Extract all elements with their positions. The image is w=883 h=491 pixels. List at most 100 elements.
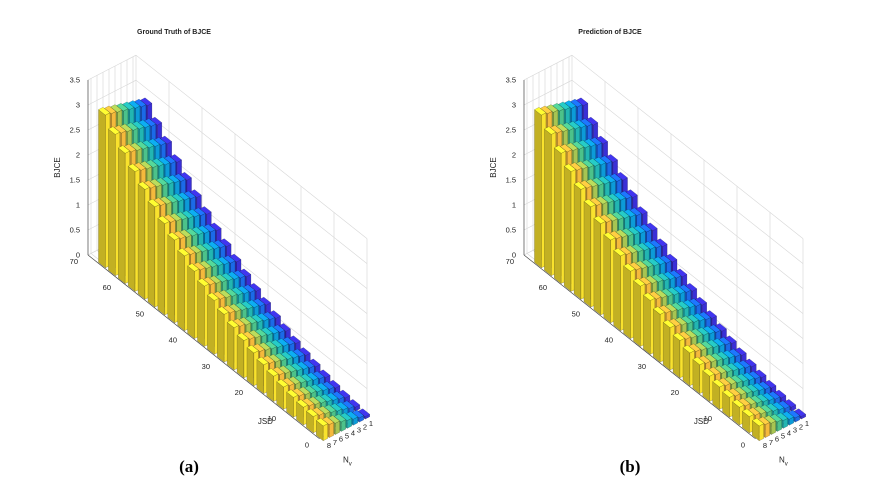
z-tick-label: 1: [512, 201, 516, 210]
bar-top-face: [207, 292, 220, 301]
bar-top-face: [163, 155, 176, 164]
bar-top-face: [246, 344, 259, 354]
bar-top-face: [569, 162, 582, 171]
bar-top-face: [237, 285, 250, 295]
bar-top-face: [141, 139, 155, 149]
bar-top-face: [163, 214, 176, 223]
bar-top-face: [631, 243, 644, 253]
bar-top-face: [187, 263, 200, 272]
bar-side-face: [226, 321, 235, 371]
bar-top-face: [110, 104, 123, 113]
bar-top-face: [157, 215, 170, 224]
bar-top-face: [688, 343, 701, 352]
bar-top-face: [664, 303, 678, 312]
bar-side-face: [583, 201, 592, 308]
bar-top-face: [751, 417, 765, 427]
bar-top-face: [558, 101, 571, 110]
bar-top-face: [750, 395, 763, 404]
bar-top-face: [201, 242, 214, 251]
bar-top-face: [649, 239, 662, 249]
bar-top-face: [781, 411, 795, 420]
bar-top-face: [294, 374, 307, 384]
jsd-tick-label: 0: [741, 440, 745, 449]
bar-top-face: [248, 329, 261, 339]
bar-side-face: [662, 321, 671, 371]
bar-top-face: [179, 229, 192, 238]
z-tick-label: 3: [512, 101, 516, 110]
bar-top-face: [577, 139, 591, 149]
bar-top-face: [740, 385, 753, 394]
bar-top-face: [611, 211, 624, 220]
nv-tick-label: 2: [363, 422, 367, 431]
bar-top-face: [258, 296, 272, 306]
jsd-axis-line: [87, 254, 320, 439]
bar-top-face: [674, 317, 687, 326]
bar-side-face: [563, 165, 572, 292]
jsd-axis-label: JSD: [694, 417, 709, 426]
bar-top-face: [637, 242, 650, 251]
bar-top-face: [667, 287, 680, 296]
bar-top-face: [276, 379, 289, 388]
bars: [534, 97, 807, 442]
bar-top-face: [552, 102, 565, 112]
bar-top-face: [655, 289, 668, 299]
bar-top-face: [568, 121, 581, 130]
bar-top-face: [587, 158, 600, 167]
bar-front-face: [759, 423, 764, 442]
bar-top-face: [639, 223, 652, 233]
bar-top-face: [288, 335, 301, 344]
bar-top-face: [732, 399, 745, 408]
bar-top-face: [613, 192, 626, 201]
bar-side-face: [554, 147, 562, 284]
bar-top-face: [181, 210, 194, 219]
bar-top-face: [599, 155, 612, 164]
bar-top-face: [270, 339, 283, 348]
bar-top-face: [324, 404, 337, 413]
bar-top-face: [540, 105, 553, 114]
nv-tick-label: 7: [333, 438, 337, 447]
nv-tick-label: 3: [357, 425, 361, 434]
jsd-tick-label: 10: [268, 414, 276, 423]
bar-top-face: [357, 408, 371, 417]
bar-top-face: [706, 339, 719, 348]
bar-top-face: [619, 246, 632, 255]
bar: [553, 145, 567, 284]
bar-top-face: [314, 395, 327, 404]
bar-top-face: [730, 374, 743, 384]
bar-top-face: [655, 238, 668, 247]
bar-top-face: [571, 141, 585, 150]
bar-top-face: [185, 228, 198, 237]
bar-side-face: [573, 183, 582, 300]
bar-top-face: [321, 416, 335, 425]
bar-top-face: [286, 350, 299, 359]
bar-top-face: [688, 298, 702, 307]
bar-top-face: [657, 272, 670, 282]
jsd-tick-label: 0: [305, 440, 309, 449]
bar-top-face: [332, 391, 345, 400]
bar-top-face: [742, 372, 755, 381]
bar-top-face: [153, 197, 166, 206]
bar-top-face: [668, 318, 681, 327]
bar-top-face: [563, 163, 576, 172]
bar-top-face: [256, 356, 269, 366]
bar-top-face: [282, 336, 295, 346]
bar-top-face: [177, 192, 190, 201]
bar-side-face: [108, 128, 116, 277]
bar-top-face: [673, 285, 686, 295]
bar-top-face: [252, 298, 266, 307]
bar-top-face: [649, 291, 662, 300]
bar-top-face: [316, 382, 329, 391]
bar-top-face: [716, 351, 729, 360]
z-tick-label: 1: [76, 201, 80, 210]
z-tick-label: 0: [512, 251, 516, 260]
bar-side-face: [603, 234, 611, 324]
bar-top-face: [694, 296, 708, 306]
bar-top-face: [726, 362, 739, 372]
bar-top-face: [342, 400, 355, 409]
bar-top-face: [167, 174, 180, 184]
bar-top-face: [661, 288, 674, 297]
bar-top-face: [756, 393, 769, 403]
bar-top-face: [272, 324, 285, 333]
z-tick-label: 1.5: [70, 176, 80, 185]
bar-top-face: [153, 137, 167, 146]
